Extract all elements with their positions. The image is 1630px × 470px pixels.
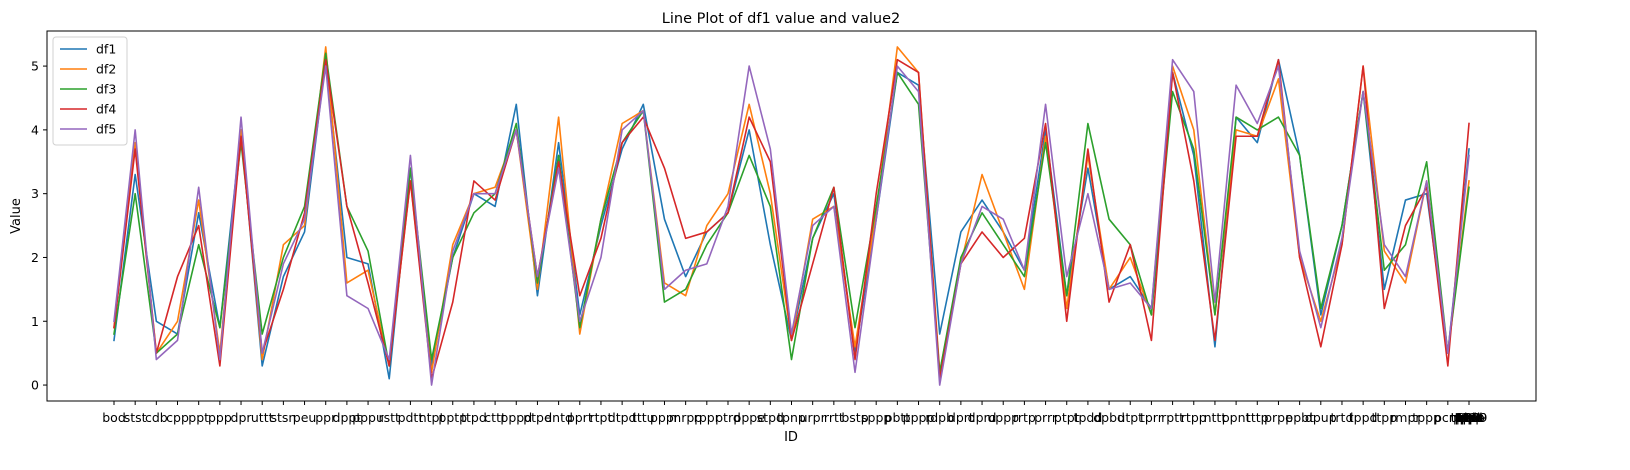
x-tick-label: pppe [733, 410, 765, 425]
legend-label-df2: df2 [96, 62, 116, 77]
x-tick-label: uttt [251, 410, 274, 425]
x-tick-label: ptrd [715, 410, 741, 425]
x-tick-label: rrtp [1013, 410, 1036, 425]
x-tick-label: tprr [1140, 410, 1164, 425]
x-tick-label: pppu [352, 410, 384, 425]
x-tick-label: tttu [632, 410, 655, 425]
x-tick-label: dpbd [1093, 410, 1125, 425]
x-tick-label: ttpd [461, 410, 487, 425]
x-tick-label: pdtt [398, 410, 424, 425]
x-tick-label: 11 [1461, 410, 1477, 425]
x-tick-label: nttt [1204, 410, 1227, 425]
x-tick-label: t1809 [1451, 410, 1488, 425]
y-tick-label: 0 [31, 378, 39, 393]
x-tick-label: tppd [1349, 410, 1378, 425]
x-tick-label: ppbt [1285, 410, 1314, 425]
x-tick-label: rtpp [1181, 410, 1207, 425]
x-tick-label: ntpt [419, 410, 445, 425]
legend-label-df4: df4 [96, 102, 116, 117]
x-tick-label: rmpr [1390, 410, 1421, 425]
x-tick-label: rrtt [824, 410, 844, 425]
x-tick-label: uppp [987, 410, 1019, 425]
x-tick-label: cpp [166, 410, 189, 425]
legend-box [52, 36, 128, 146]
x-tick-label: dpup [1305, 410, 1337, 425]
x-tick-label: ppnt [1222, 410, 1251, 425]
x-tick-label: prdt [1456, 410, 1482, 425]
x-axis-label: ID [784, 430, 798, 445]
y-axis-label: Value [9, 198, 24, 234]
y-tick-label: 2 [31, 250, 39, 265]
x-tick-label: tppe [1455, 410, 1484, 425]
x-tick-label: t18 [1459, 410, 1480, 425]
x-tick-label: tppr [1456, 410, 1483, 425]
legend-label-df5: df5 [96, 122, 116, 137]
x-tick-label: cttt [484, 410, 506, 425]
x-tick-label: ptpt [1054, 410, 1080, 425]
x-tick-label: tpdd [1074, 410, 1103, 425]
y-tick-label: 4 [31, 122, 39, 137]
x-tick-label: dpr [231, 410, 253, 425]
x-tick-label: rtpt [590, 410, 613, 425]
x-tick-label: pppr [650, 410, 680, 425]
x-tick-label: trtd [1331, 410, 1354, 425]
x-tick-label: ppr [315, 410, 337, 425]
x-tick-label: dprt [948, 410, 974, 425]
x-tick-label: cdb [145, 410, 168, 425]
y-tick-label: 1 [31, 314, 39, 329]
x-tick-label: sppp [861, 410, 891, 425]
x-tick-label: tpnp [777, 410, 806, 425]
x-tick-label: stst [124, 410, 147, 425]
legend-label-df1: df1 [96, 42, 116, 57]
x-tick-label: urpr [800, 410, 827, 425]
x-tick-label: tppp [1412, 410, 1441, 425]
legend: df1 df2 df3 df4 df5 [52, 36, 128, 146]
legend-label-df3: df3 [96, 82, 116, 97]
x-tick-label: rtdr [1457, 410, 1481, 425]
series-line-df5 [113, 58, 1470, 386]
x-tick-label: tdpp [1455, 410, 1484, 425]
x-tick-label: t1809 [1451, 410, 1488, 425]
x-tick-label: bod [102, 410, 126, 425]
x-tick-label: rdpb [925, 410, 954, 425]
x-tick-label: 099 [1457, 410, 1481, 425]
plot-frame [46, 30, 1537, 402]
x-tick-label: pbtt [885, 410, 911, 425]
x-tick-label: prrr [1034, 410, 1058, 425]
series-line-df2 [113, 46, 1470, 374]
x-tick-label: dppt [333, 410, 362, 425]
x-tick-label: prpe [1264, 410, 1293, 425]
x-tick-label: pppp [903, 410, 935, 425]
x-tick-label: ptpe [523, 410, 552, 425]
x-tick-label: stpd [757, 410, 784, 425]
x-tick-label: ppet [1455, 410, 1484, 425]
x-tick-label: utpt [1117, 410, 1143, 425]
x-tick-label: bstp [841, 410, 868, 425]
x-tick-label: dtpd [608, 410, 637, 425]
x-tick-label: ppp [208, 410, 232, 425]
x-tick-label: ppt [188, 410, 209, 425]
y-tick-label: 3 [31, 186, 39, 201]
x-tick-label: dprd [968, 410, 997, 425]
x-tick-label: peu [293, 410, 317, 425]
x-tick-label: rstt [379, 410, 401, 425]
x-tick-label: mrpp [669, 410, 702, 425]
x-tick-label: dntd [544, 410, 573, 425]
x-tick-label: ttpp [1371, 410, 1397, 425]
x-tick-label: rptt [1161, 410, 1184, 425]
x-tick-label: pprt [567, 410, 593, 425]
x-tick-label: stsn [270, 410, 296, 425]
x-tick-label: pppd [500, 410, 532, 425]
chart-title: Line Plot of df1 value and value2 [662, 11, 900, 27]
x-tick-label: pptp [438, 410, 467, 425]
y-tick-label: 5 [31, 59, 39, 74]
x-tick-label: tpsd [1455, 410, 1482, 425]
x-tick-label: tttp [1246, 410, 1269, 425]
x-tick-label: pcnt [1434, 410, 1462, 425]
series-line-df4 [113, 58, 1470, 380]
x-tick-label: pppb [1453, 410, 1485, 425]
x-tick-label: rppr [694, 410, 721, 425]
